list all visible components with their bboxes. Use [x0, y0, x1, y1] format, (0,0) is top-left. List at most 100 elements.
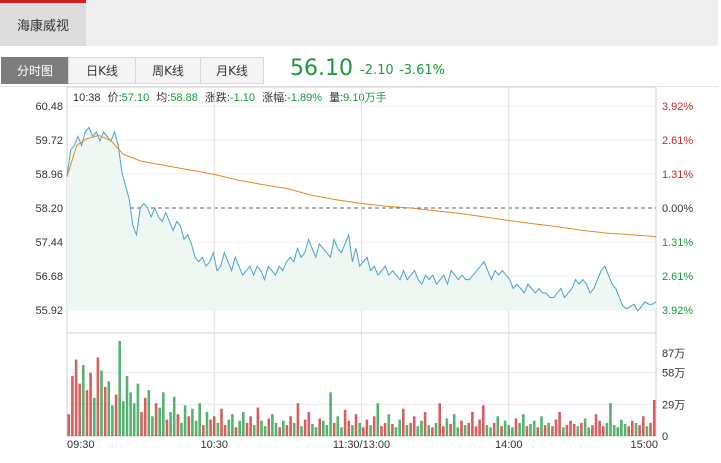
current-price: 56.10 — [290, 56, 353, 81]
volume-bar — [114, 394, 118, 436]
volume-bar — [420, 420, 423, 436]
volume-bar — [496, 416, 500, 436]
volume-bar — [511, 427, 514, 436]
volume-bar — [71, 375, 74, 436]
info-pct-label: 涨幅: — [262, 91, 287, 104]
volume-bar — [318, 418, 321, 436]
volume-bar — [540, 416, 543, 436]
volume-bar — [438, 403, 441, 436]
volume-bar — [140, 412, 143, 436]
volume-bar — [514, 418, 518, 436]
volume-bar — [314, 427, 318, 436]
tab-weekly-k[interactable]: 周K线 — [135, 57, 201, 84]
volume-tick-label: 87万 — [662, 348, 685, 360]
volume-bar — [569, 420, 572, 436]
volume-bar — [336, 416, 340, 436]
y-tick-label: 55.92 — [35, 305, 63, 317]
volume-bar — [340, 427, 343, 436]
volume-bar — [187, 416, 191, 436]
volume-bar — [100, 370, 103, 436]
volume-bar — [445, 418, 449, 436]
volume-bar — [587, 427, 590, 436]
svg-text:10:38 价:57.10 均:58.88: 10:38 价:57.10 均:58.88 涨跌:-1.10 涨幅:-1.89%… — [73, 90, 387, 104]
volume-bar — [216, 422, 220, 436]
volume-bar — [627, 426, 630, 436]
volume-bar — [456, 427, 460, 436]
volume-bar — [223, 425, 227, 436]
volume-bar — [180, 422, 183, 436]
volume-bar — [412, 416, 416, 436]
info-change: -1.10 — [230, 92, 255, 104]
stock-tab[interactable]: 海康威视 — [0, 3, 86, 46]
volume-bar — [467, 422, 470, 436]
volume-bar — [442, 426, 445, 436]
volume-bar — [554, 419, 558, 436]
x-tick-label: 14:00 — [495, 439, 523, 451]
volume-bar — [362, 427, 365, 436]
volume-bar — [260, 420, 263, 436]
y-tick-label: 58.20 — [35, 203, 63, 215]
volume-bar — [551, 426, 554, 436]
volume-bar — [267, 418, 271, 436]
y-tick-label: 56.68 — [35, 271, 63, 283]
volume-bar — [500, 426, 503, 436]
volume-bar — [111, 405, 114, 436]
info-price-label: 价: — [108, 91, 122, 104]
volume-bar — [532, 420, 536, 436]
info-time: 10:38 — [73, 92, 101, 104]
volume-bar — [383, 422, 387, 436]
tab-intraday[interactable]: 分时图 — [1, 57, 69, 84]
volume-bar — [96, 357, 100, 436]
volume-bar — [74, 359, 78, 436]
volume-bar — [609, 403, 612, 436]
volume-bar — [507, 425, 510, 436]
volume-bar — [154, 403, 158, 436]
volume-bar — [405, 425, 409, 436]
price-change: -2.10 — [360, 63, 394, 78]
volume-bar — [409, 422, 412, 436]
volume-bar — [492, 422, 496, 436]
volume-bar — [354, 414, 358, 436]
volume-bar — [583, 418, 587, 436]
volume-bar — [296, 403, 300, 436]
volume-bar — [518, 422, 521, 436]
info-pct: -1.89% — [287, 92, 322, 104]
info-change-label: 涨跌: — [205, 90, 230, 104]
volume-bar — [572, 424, 576, 436]
volume-bar — [649, 422, 652, 436]
volume-bar — [416, 426, 420, 436]
volume-bar — [256, 407, 260, 436]
info-price: 57.10 — [122, 92, 150, 104]
volume-bar — [205, 412, 209, 436]
volume-bar — [172, 396, 176, 436]
volume-bar — [642, 416, 645, 436]
pct-tick-label: 1.31% — [662, 169, 693, 181]
volume-bar — [209, 419, 212, 436]
price-change-pct: -3.61% — [399, 63, 445, 78]
volume-bar — [89, 372, 92, 436]
info-vol-label: 量: — [329, 91, 343, 104]
volume-bar — [652, 400, 656, 436]
volume-bar — [176, 414, 180, 436]
top-bar — [0, 0, 718, 46]
volume-bar — [620, 419, 623, 436]
volume-bar — [238, 420, 241, 436]
tab-monthly-k[interactable]: 月K线 — [200, 57, 264, 84]
volume-bar — [365, 419, 369, 436]
volume-bar — [289, 416, 292, 436]
volume-bar — [485, 425, 489, 436]
volume-bar — [565, 425, 569, 436]
pct-tick-label: 2.61% — [662, 271, 693, 283]
volume-bar — [252, 425, 256, 436]
volume-bar — [343, 409, 347, 436]
active-accent — [0, 0, 86, 3]
volume-tick-label: 29万 — [662, 399, 685, 411]
volume-bar — [274, 422, 278, 436]
volume-bar — [369, 425, 372, 436]
volume-bar — [202, 425, 205, 436]
volume-bar — [198, 403, 201, 436]
volume-bar — [325, 425, 329, 436]
volume-bar — [631, 420, 634, 436]
volume-bar — [136, 383, 140, 436]
volume-bar — [529, 424, 532, 436]
